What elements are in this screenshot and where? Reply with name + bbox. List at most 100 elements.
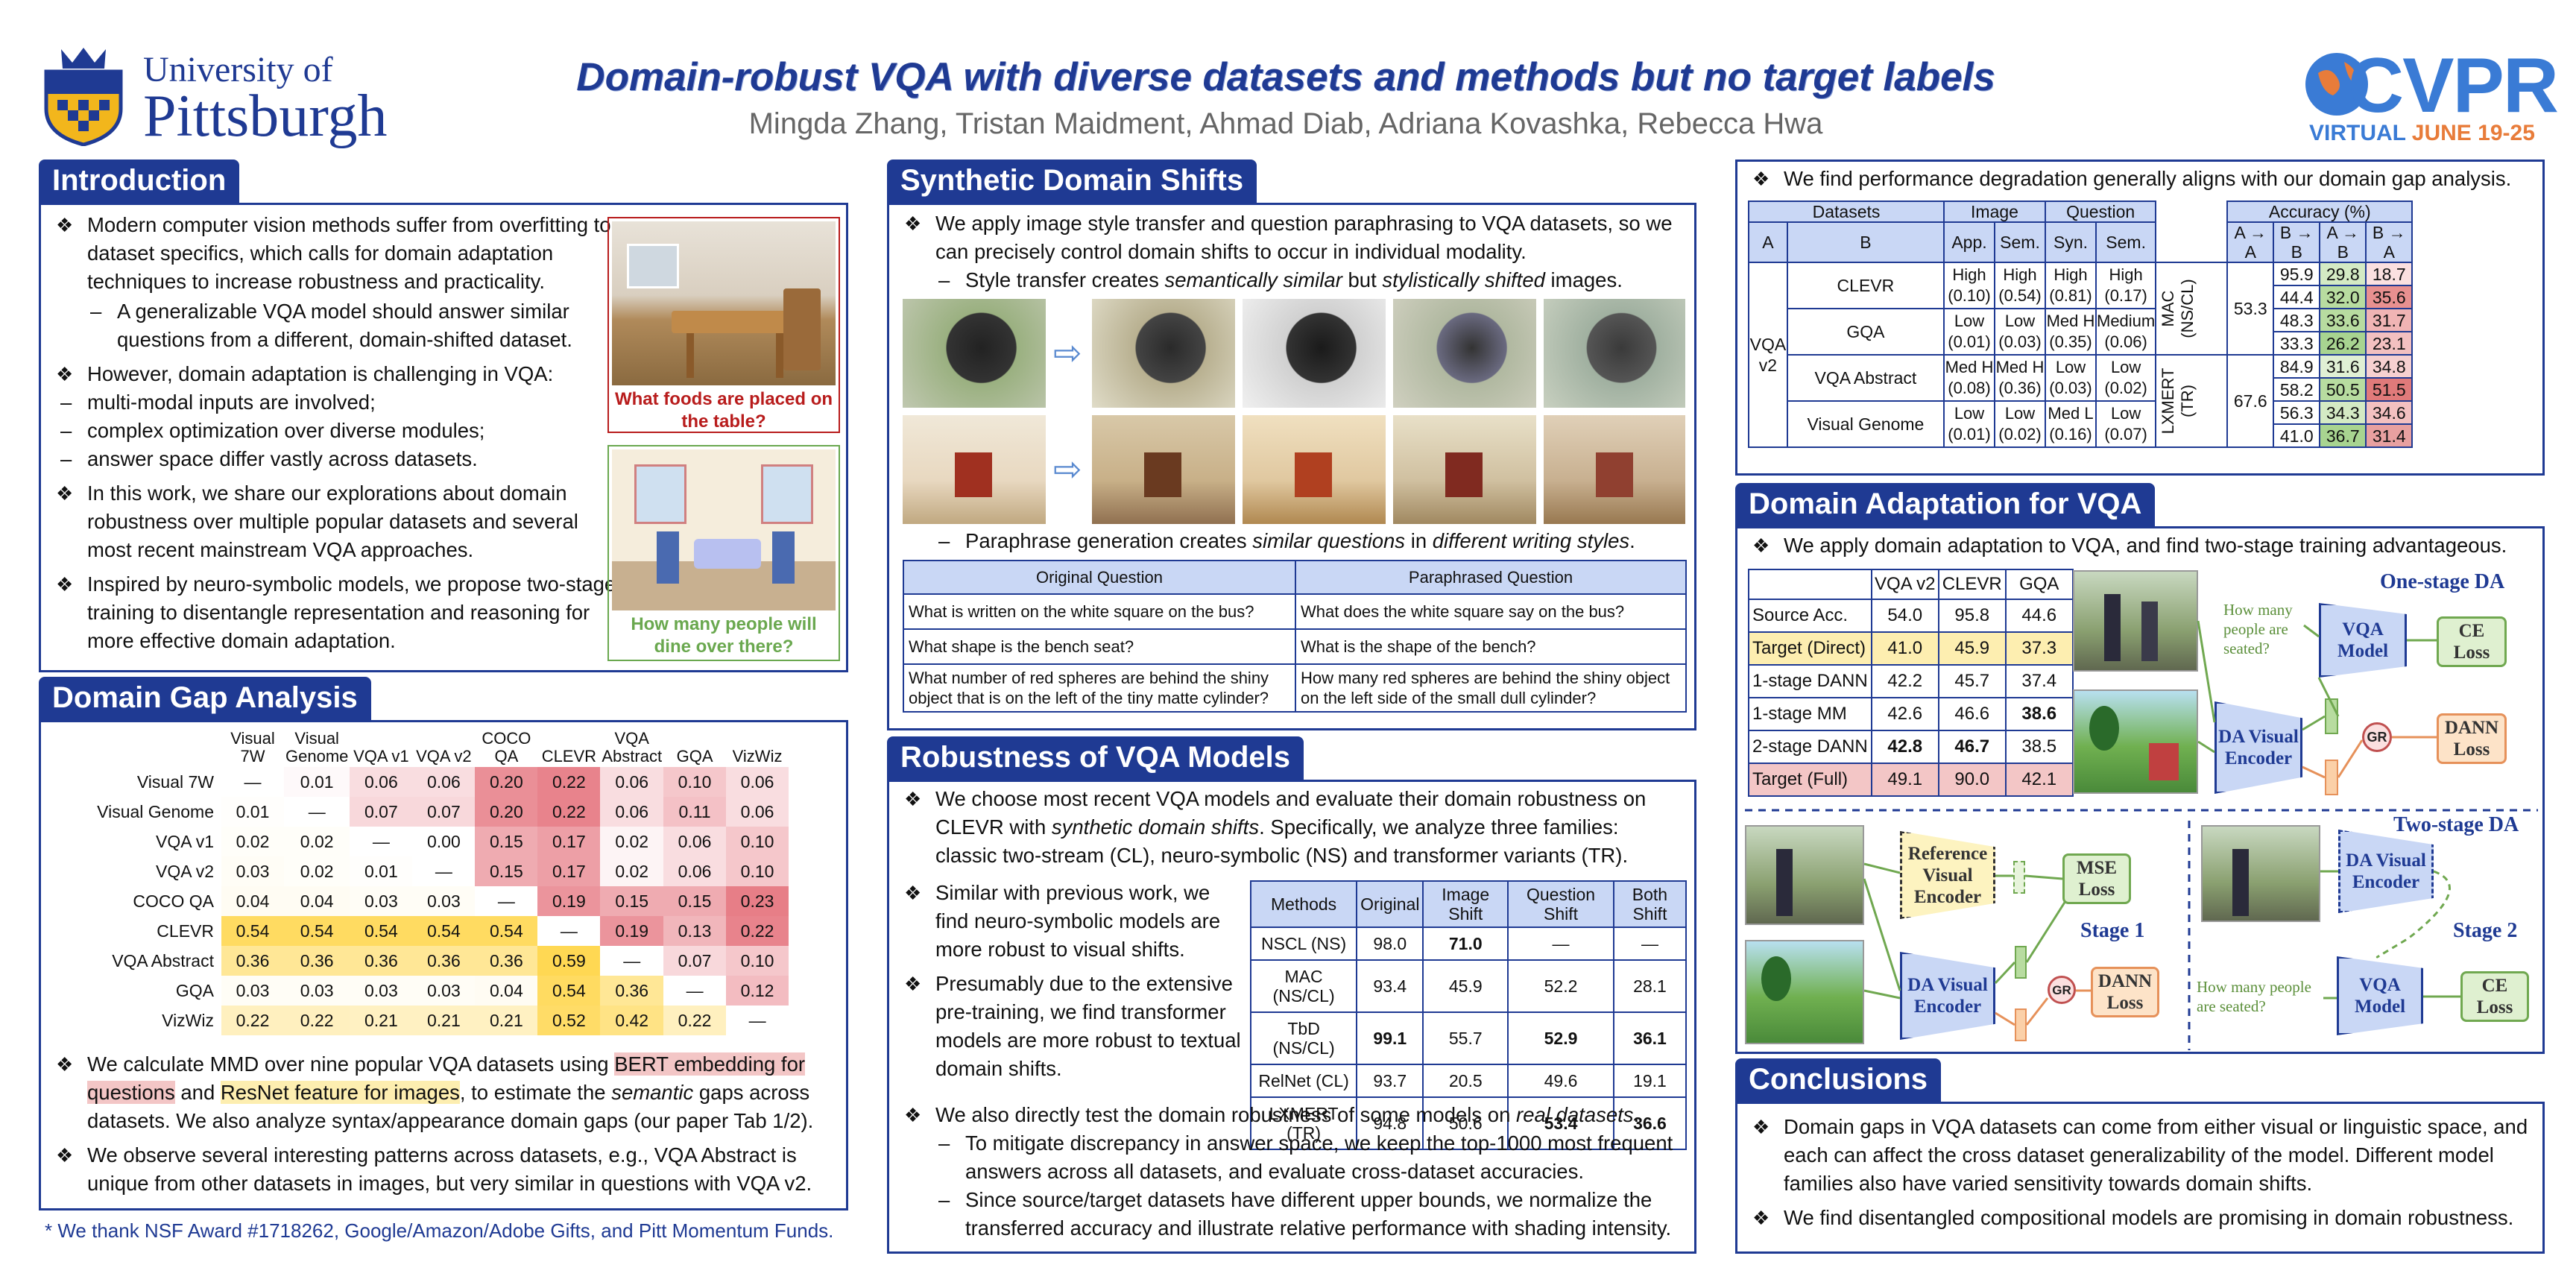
deg-gap-cell: Med H (0.35) — [2045, 308, 2097, 356]
gap-cell: 0.03 — [221, 976, 284, 1006]
stage1-gradient-reversal: GR — [2048, 976, 2076, 1004]
table-row: VQA v2 CLEVR High (0.10) High (0.54) High (0… — [1748, 262, 2414, 448]
gap-cell: 0.10 — [726, 856, 789, 886]
deg-gap-cell: Med L (0.16) — [2045, 400, 2097, 448]
da-cell: 42.8 — [1870, 730, 1939, 764]
da-corner — [1748, 569, 1872, 600]
robust-bullet-4-sub2: Since source/target datasets have differ… — [935, 1186, 1693, 1243]
robust-cell: 98.0 — [1356, 926, 1424, 961]
dining-room-photo — [612, 221, 836, 385]
gap-row-label: CLEVR — [157, 921, 214, 941]
deg-h-question: Question — [2044, 201, 2157, 223]
robust-method: TbD (NS/CL) — [1249, 1011, 1358, 1065]
concl-title: Conclusions — [1735, 1058, 1942, 1102]
gap-panel: Visual 7W Visual Genome VQA v1 VQA v2 COCO Q… — [39, 720, 848, 1210]
deg-acc-cell: 34.8 — [2365, 354, 2414, 379]
deg-subheader: App. — [1943, 221, 1995, 263]
gap-cell: 0.19 — [537, 886, 601, 916]
deg-gap-cell: High (0.10) — [1943, 262, 1995, 309]
da-row-label: Source Acc. — [1748, 599, 1872, 633]
deg-acc-cell: 48.3 — [2273, 308, 2321, 332]
style-transfer-cartoon-row: ⇨ — [903, 415, 1685, 524]
deg-acc-cell: 33.6 — [2319, 308, 2367, 332]
da-cell: 37.3 — [2004, 631, 2074, 666]
gap-cell: — — [412, 856, 476, 886]
robust-bullet-4: We also directly test the domain robustn… — [903, 1101, 1693, 1129]
robust-cell: 36.1 — [1612, 1011, 1688, 1065]
da-cell: 49.1 — [1870, 763, 1939, 797]
gap-cell: 0.07 — [412, 797, 476, 827]
da-cell: 44.6 — [2004, 599, 2074, 633]
table-row: VQA v1 0.02 0.02—0.00 0.15 0.17 0.02 0.06 0.10 — [57, 827, 789, 856]
mmd-gap-table: Visual 7W Visual Genome VQA v1 VQA v2 COCO Q… — [57, 728, 789, 1035]
gap-cell: 0.20 — [475, 797, 538, 827]
table-row: VQA v2 0.03 0.02 0.01—0.15 0.17 0.02 0.06 0.10 — [57, 856, 789, 886]
gap-cell: 0.06 — [350, 767, 413, 797]
deg-acc-cell: 95.9 — [2273, 262, 2321, 286]
da-cell: 54.0 — [1870, 599, 1939, 633]
gap-cell: 0.36 — [600, 976, 664, 1006]
gap-cell: — — [537, 916, 601, 946]
gap-cell: 0.22 — [663, 1006, 727, 1035]
da-cell: 42.1 — [2004, 763, 2074, 797]
intro-example-1: What foods are placed on the table? — [607, 217, 840, 433]
col-paraphrased-question: Paraphrased Question — [1295, 560, 1687, 595]
deg-gap-cell: Med H (0.36) — [1994, 354, 2046, 402]
gap-col-header: CLEVR — [541, 747, 597, 765]
cvpr-subline: VIRTUAL JUNE 19-25 — [2309, 121, 2535, 146]
robust-bullet-1: We choose most recent VQA models and eva… — [903, 785, 1685, 870]
da-cell: 41.0 — [1870, 631, 1939, 666]
synth-style-transfer-note: Style transfer creates semantically simi… — [935, 266, 1685, 294]
deg-gap-cell: High (0.17) — [2094, 262, 2157, 309]
deg-acc-cell: 44.4 — [2273, 285, 2321, 309]
gap-cell: 0.52 — [537, 1006, 601, 1035]
deg-subheader: Sem. — [1994, 221, 2046, 263]
gap-cell: 0.00 — [412, 827, 476, 856]
gap-row-label: VQA v2 — [156, 861, 214, 881]
gap-cell: 0.17 — [537, 856, 601, 886]
one-stage-question: How many people are seated? — [2223, 601, 2293, 657]
gap-cell: 0.03 — [350, 976, 413, 1006]
cartoon-style-3 — [1393, 415, 1536, 524]
gap-cell: 0.15 — [663, 886, 727, 916]
robust-cell: — — [1612, 926, 1688, 961]
robust-cell: — — [1507, 926, 1614, 961]
gap-cell: 0.04 — [284, 886, 350, 916]
robust-method: MAC (NS/CL) — [1249, 959, 1358, 1013]
da-cell: 37.4 — [2004, 664, 2074, 698]
deg-acc-cell: 36.7 — [2319, 423, 2367, 448]
gap-cell: 0.02 — [221, 827, 284, 856]
cartoon-style-2 — [1243, 415, 1386, 524]
robust-cell: 52.9 — [1507, 1011, 1614, 1065]
gap-cell: 0.03 — [412, 976, 476, 1006]
deg-h-image: Image — [1943, 201, 2046, 223]
stage1-feature-green — [2015, 946, 2027, 979]
deg-acc-cell: 84.9 — [2273, 354, 2321, 379]
da-cell: 45.9 — [1937, 631, 2007, 666]
table-row: 58.2 50.5 51.5 — [1749, 377, 2414, 402]
robust-cell: 99.1 — [1356, 1011, 1424, 1065]
intro-bullet-1: Modern computer vision methods suffer fr… — [54, 211, 628, 296]
gap-cell: 0.23 — [726, 886, 789, 916]
table-row: Source Acc. 54.0 95.8 44.6 — [1748, 599, 2074, 633]
gap-col-header: GQA — [676, 747, 713, 765]
gap-cell: 0.36 — [412, 946, 476, 976]
gap-cell: — — [726, 1006, 789, 1035]
deg-gap-cell: Med H (0.08) — [1943, 354, 1995, 402]
da-cell: 46.6 — [1937, 697, 2007, 731]
gap-col-header: Visual Genome — [285, 729, 349, 765]
table-row: 44.4 32.0 35.6 — [1749, 285, 2414, 309]
gap-cell: 0.36 — [350, 946, 413, 976]
deg-acc-cell: 56.3 — [2273, 400, 2321, 425]
deg-acc-cell: 26.2 — [2319, 331, 2367, 356]
deg-acc-cell: 18.7 — [2365, 262, 2414, 286]
deg-acc-cell: 31.7 — [2365, 308, 2414, 332]
deg-gap-cell: Low (0.07) — [2094, 400, 2157, 448]
robust-cell: 71.0 — [1422, 926, 1509, 961]
deg-h-gap — [2155, 201, 2229, 262]
robust-cell: 93.4 — [1356, 959, 1424, 1013]
deg-subheader: A → B — [2319, 221, 2367, 263]
gap-cell: 0.54 — [412, 916, 476, 946]
robust-cell: 52.2 — [1507, 959, 1614, 1013]
deg-subheader: A → A — [2226, 221, 2275, 263]
